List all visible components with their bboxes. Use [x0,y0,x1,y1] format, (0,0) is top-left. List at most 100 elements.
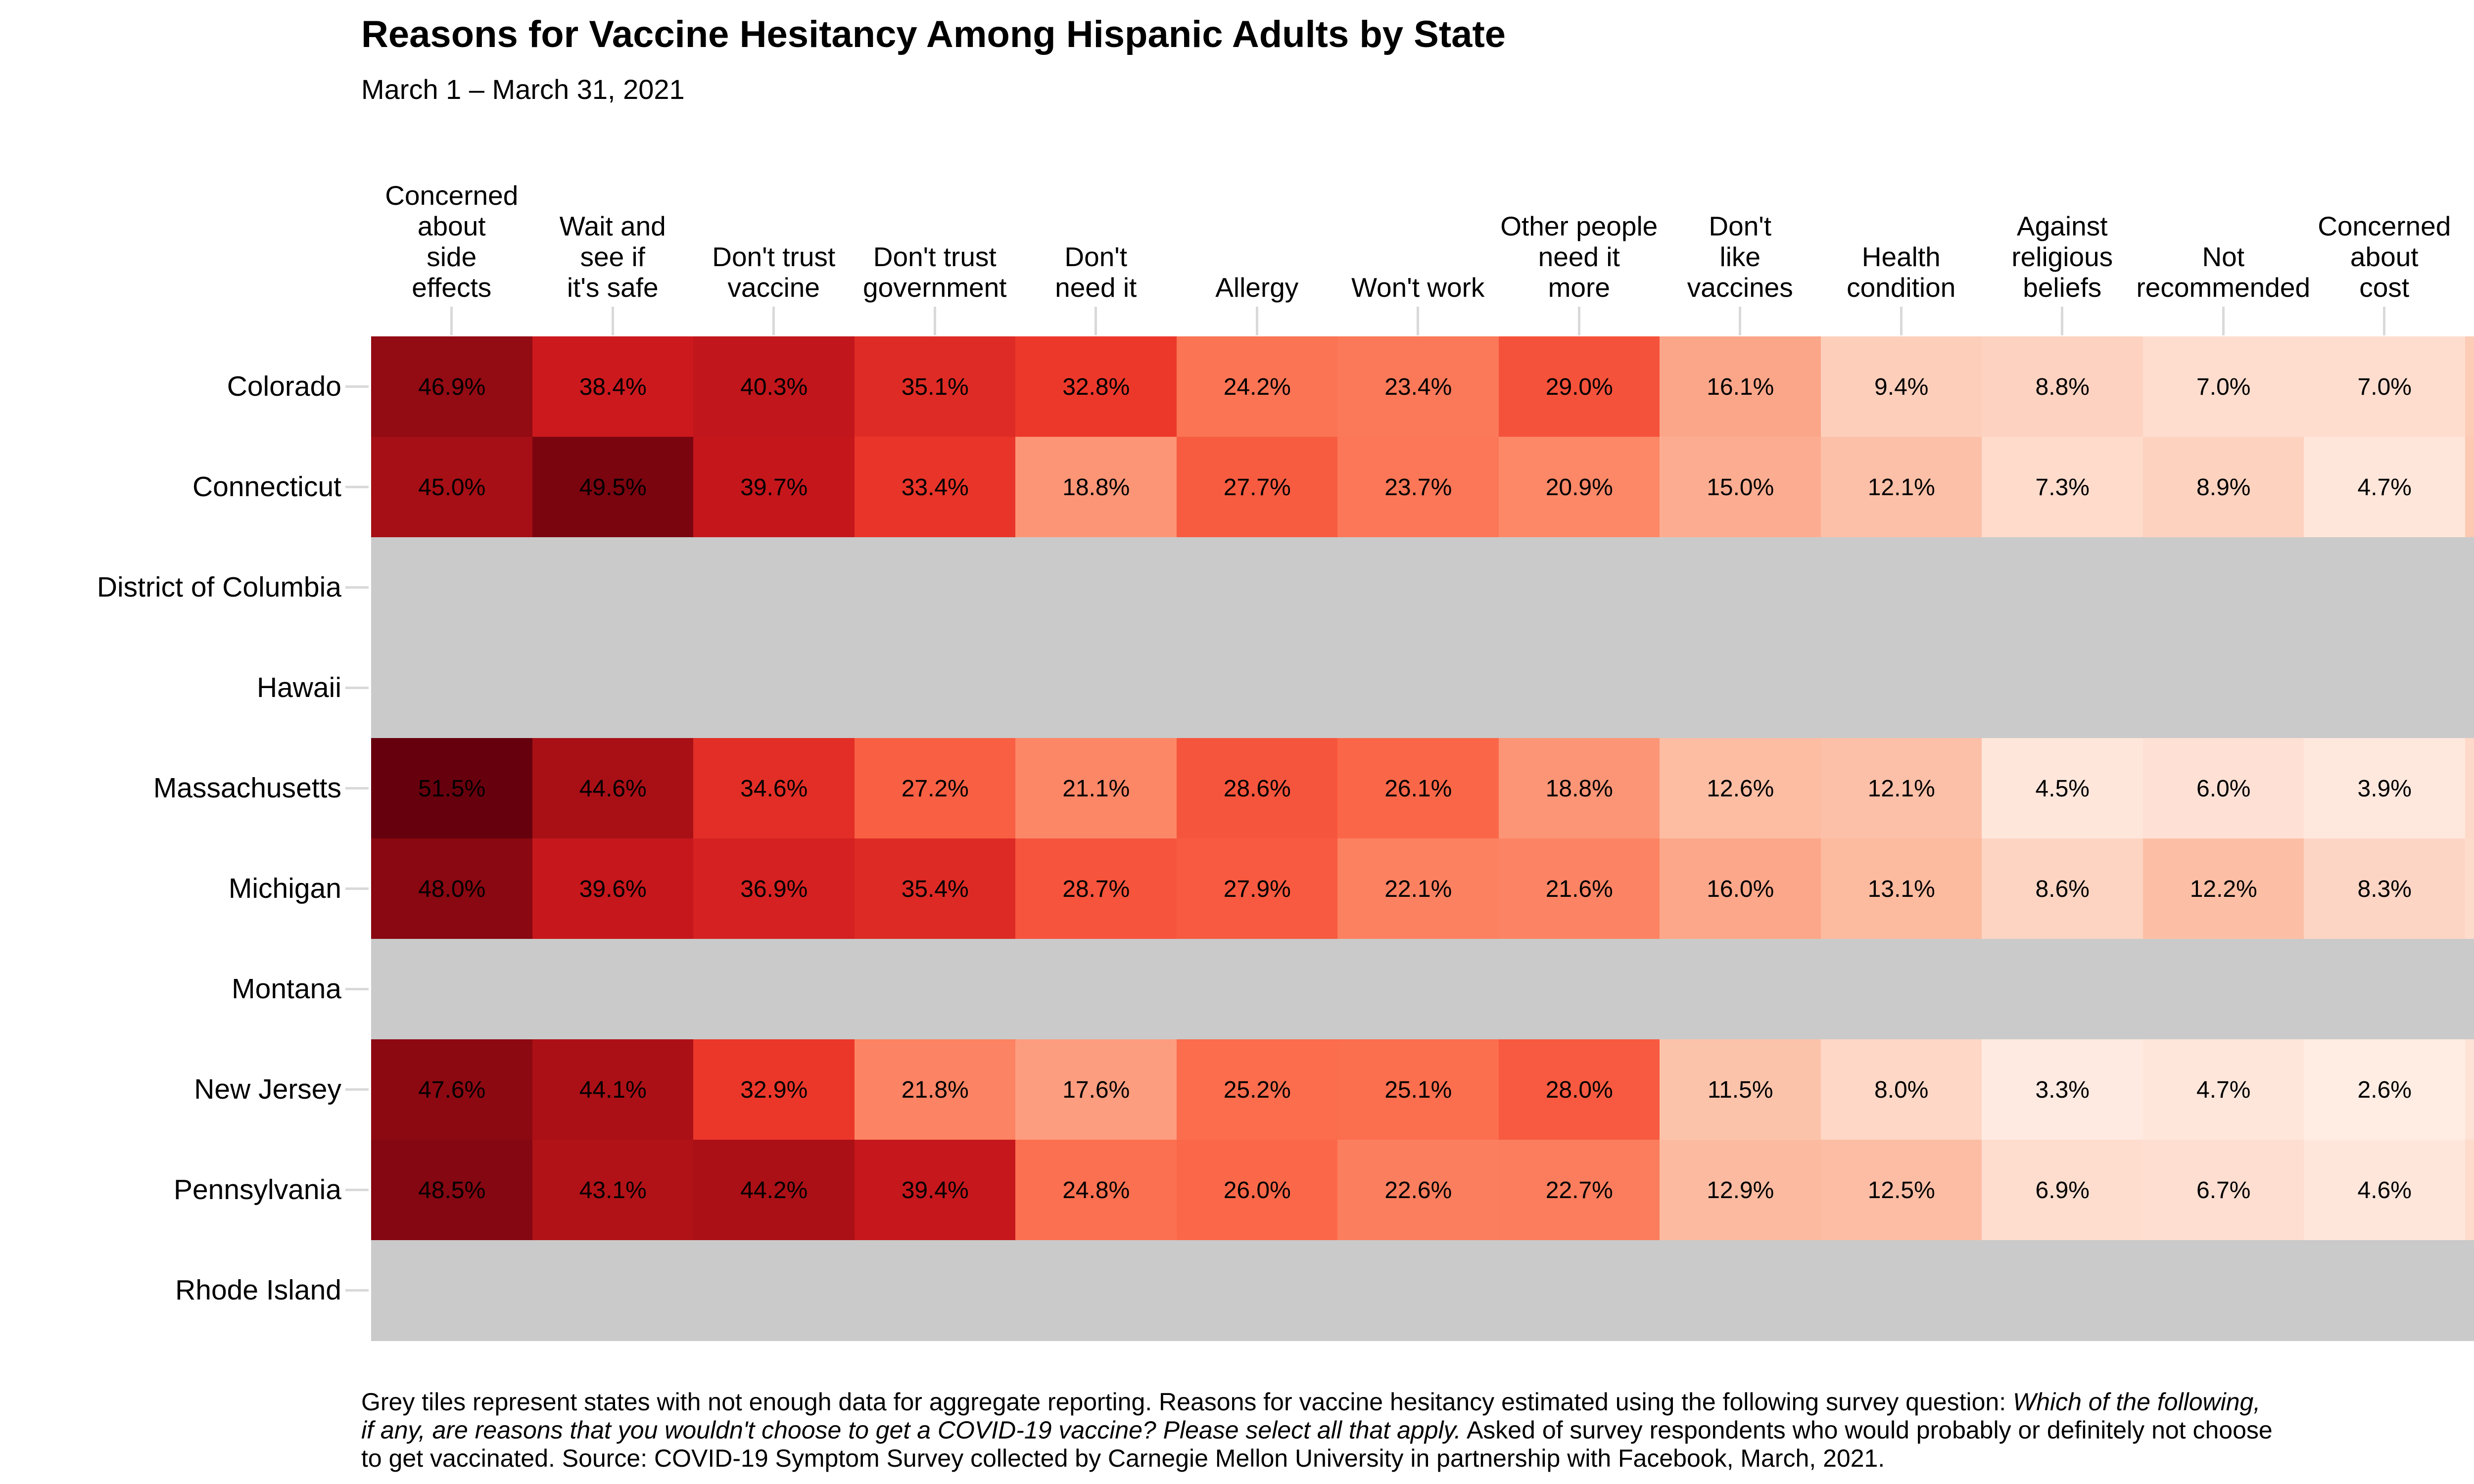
cell-value: 27.2% [901,775,969,802]
cell-value: 16.0% [1707,876,1774,902]
cell-value: 27.7% [1223,474,1291,501]
cell-value: 15.0% [1707,474,1774,501]
heatmap-cell: 12.1% [1820,437,1982,538]
cell-value: 21.8% [901,1076,969,1103]
heatmap-cell: 7.2% [2465,838,2474,939]
column-tick [2222,307,2225,335]
cell-value: 16.1% [1707,373,1774,400]
column-tick [450,307,453,335]
heatmap-cell: 35.1% [854,336,1016,437]
row-tick-left [345,787,369,789]
heatmap-cell: 7.3% [1982,437,2143,538]
cell-value: 44.6% [579,775,647,802]
heatmap-cell: 51.5% [371,738,533,839]
column-tick [772,307,775,335]
heatmap-cell: 13.1% [1820,838,1982,939]
heatmap-cell: 20.9% [1498,437,1660,538]
cell-value: 25.1% [1384,1076,1452,1103]
cell-value: 7.0% [2196,373,2251,400]
heatmap-cell: 4.5% [1982,738,2143,839]
heatmap-cell: 39.6% [532,838,694,939]
heatmap-cell: 16.1% [1660,336,1821,437]
cell-value: 4.6% [2357,1177,2412,1204]
column-header: Other people need it more [1500,211,1658,303]
heatmap-cell: 48.5% [371,1140,533,1241]
column-header: Concerned about cost [2318,211,2451,303]
row-label: District of Columbia [96,571,341,603]
heatmap-cell: 38.4% [532,336,694,437]
cell-value: 26.1% [1384,775,1452,802]
column-header: Not recommended [2136,241,2311,303]
column-tick [2383,307,2386,335]
heatmap-cell: 6.9% [1982,1140,2143,1241]
cell-value: 35.4% [901,876,969,902]
heatmap-cell: 28.7% [1015,838,1177,939]
footnote-segment: Grey tiles represent states with not eno… [361,1388,2013,1416]
heatmap-cell: 4.7% [2304,437,2466,538]
heatmap-cell: 10.0% [2465,336,2474,437]
footnote-segment: Asked of survey respondents who would pr… [1461,1416,2273,1444]
heatmap-cell: 15.0% [1660,437,1821,538]
heatmap-cell: 22.7% [1498,1140,1660,1241]
heatmap-cell: 12.1% [1820,738,1982,839]
cell-value: 9.4% [1874,373,1929,400]
cell-value: 43.1% [579,1177,647,1204]
heatmap-cell: 21.1% [1015,738,1177,839]
heatmap-cell: 12.5% [1820,1140,1982,1241]
heatmap-cell: 27.9% [1176,838,1338,939]
heatmap-cell: 2.6% [2304,1039,2466,1140]
heatmap-cell: 12.9% [1660,1140,1821,1241]
heatmap-cell: 8.3% [2304,838,2466,939]
heatmap-cell: 23.7% [1337,437,1499,538]
heatmap-cell: 45.0% [371,437,533,538]
column-tick [933,307,936,335]
cell-value: 12.1% [1867,474,1935,501]
column-header: Won't work [1351,272,1485,303]
heatmap-cell: 4.6% [2304,1140,2466,1241]
row-tick-left [345,687,369,689]
heatmap-cell: 27.2% [854,738,1016,839]
heatmap-cell: 24.2% [1176,336,1338,437]
cell-value: 8.6% [2035,876,2090,902]
cell-value: 7.0% [2357,373,2412,400]
cell-value: 24.2% [1223,373,1291,400]
heatmap-cell: 7.0% [2142,336,2304,437]
cell-value: 7.3% [2035,474,2090,501]
column-header: Don't like vaccines [1687,211,1793,303]
cell-value: 12.2% [2189,876,2257,902]
cell-value: 3.3% [2035,1076,2090,1103]
cell-value: 8.3% [2357,876,2412,902]
cell-value: 29.0% [1545,373,1613,400]
heatmap-cell: 16.0% [1660,838,1821,939]
cell-value: 28.7% [1062,876,1130,902]
cell-value: 32.9% [740,1076,808,1103]
missing-data-bar [371,939,2474,1040]
column-header: Against religious beliefs [2011,211,2113,303]
cell-value: 12.9% [1707,1177,1774,1204]
heatmap-cell: 43.1% [532,1140,694,1241]
heatmap-cell: 3.3% [1982,1039,2143,1140]
heatmap-cell: 44.2% [693,1140,855,1241]
heatmap-cell: 33.4% [854,437,1016,538]
cell-value: 8.8% [2035,373,2090,400]
cell-value: 39.4% [901,1177,969,1204]
cell-value: 23.7% [1384,474,1452,501]
heatmap-cell: 39.4% [854,1140,1016,1241]
heatmap-cell: 18.8% [1498,738,1660,839]
heatmap-cell: 36.9% [693,838,855,939]
column-header: Allergy [1215,272,1299,303]
footnote-line: if any, are reasons that you wouldn't ch… [361,1416,2273,1444]
footnote-segment: Which of the following, [2013,1388,2261,1416]
column-tick [1739,307,1742,335]
row-tick-left [345,586,369,589]
cell-value: 45.0% [418,474,486,501]
column-header: Don't trust government [863,241,1007,303]
row-label: Massachusetts [153,772,341,804]
footnote-segment: to get vaccinated. Source: COVID-19 Symp… [361,1444,1885,1472]
cell-value: 36.9% [740,876,808,902]
heatmap-cell: 23.4% [1337,336,1499,437]
heatmap-cell: 5.7% [2465,1039,2474,1140]
row-label: Connecticut [192,471,341,503]
cell-value: 4.5% [2035,775,2090,802]
